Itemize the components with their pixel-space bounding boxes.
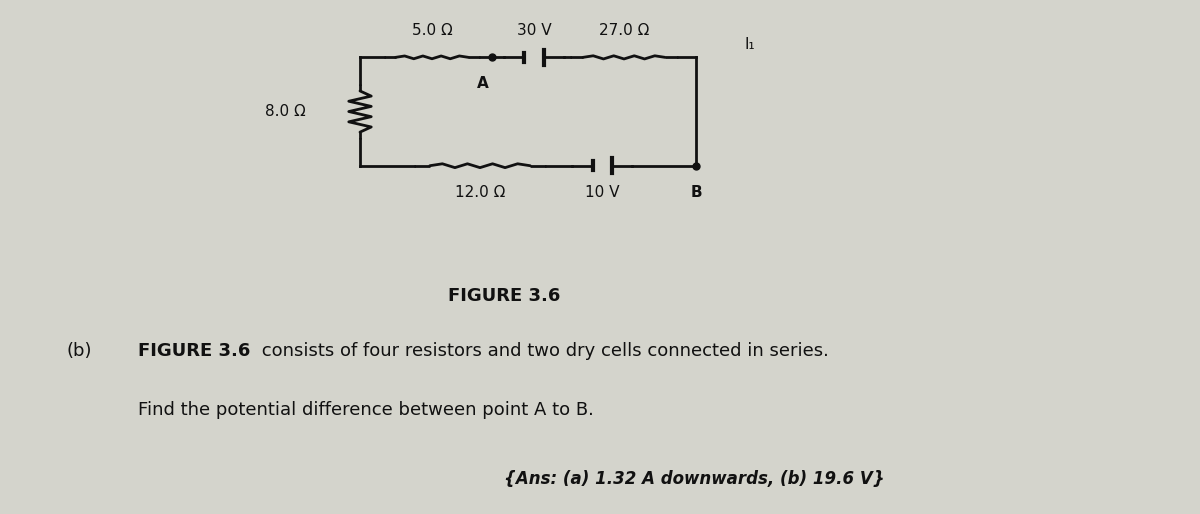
Text: B: B bbox=[690, 185, 702, 200]
Text: Find the potential difference between point A to B.: Find the potential difference between po… bbox=[138, 401, 594, 419]
Text: A: A bbox=[476, 77, 488, 91]
Text: FIGURE 3.6: FIGURE 3.6 bbox=[138, 342, 251, 360]
Text: 27.0 Ω: 27.0 Ω bbox=[599, 23, 649, 38]
Text: {Ans: (a) 1.32 A downwards, (b) 19.6 V}: {Ans: (a) 1.32 A downwards, (b) 19.6 V} bbox=[504, 470, 884, 488]
Text: consists of four resistors and two dry cells connected in series.: consists of four resistors and two dry c… bbox=[256, 342, 828, 360]
Text: 5.0 Ω: 5.0 Ω bbox=[412, 23, 452, 38]
Text: (b): (b) bbox=[66, 342, 91, 360]
Text: FIGURE 3.6: FIGURE 3.6 bbox=[448, 287, 560, 305]
Text: I₁: I₁ bbox=[744, 37, 755, 52]
Text: 8.0 Ω: 8.0 Ω bbox=[265, 104, 306, 119]
Text: 30 V: 30 V bbox=[517, 23, 551, 38]
Text: 12.0 Ω: 12.0 Ω bbox=[455, 185, 505, 200]
Text: 10 V: 10 V bbox=[586, 185, 619, 200]
